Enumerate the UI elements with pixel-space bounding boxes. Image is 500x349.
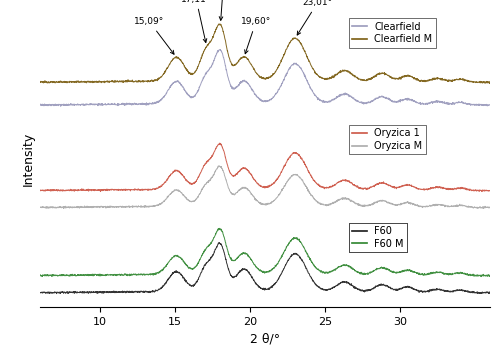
- Text: 17,11°: 17,11°: [181, 0, 212, 43]
- Text: 18,03°: 18,03°: [210, 0, 240, 20]
- Legend: F60, F60 M: F60, F60 M: [348, 223, 408, 252]
- Text: 23,01°: 23,01°: [297, 0, 332, 35]
- X-axis label: 2 θ/°: 2 θ/°: [250, 332, 280, 346]
- Y-axis label: Intensity: Intensity: [22, 132, 35, 186]
- Text: 19,60°: 19,60°: [241, 17, 271, 54]
- Text: 15,09°: 15,09°: [134, 17, 174, 54]
